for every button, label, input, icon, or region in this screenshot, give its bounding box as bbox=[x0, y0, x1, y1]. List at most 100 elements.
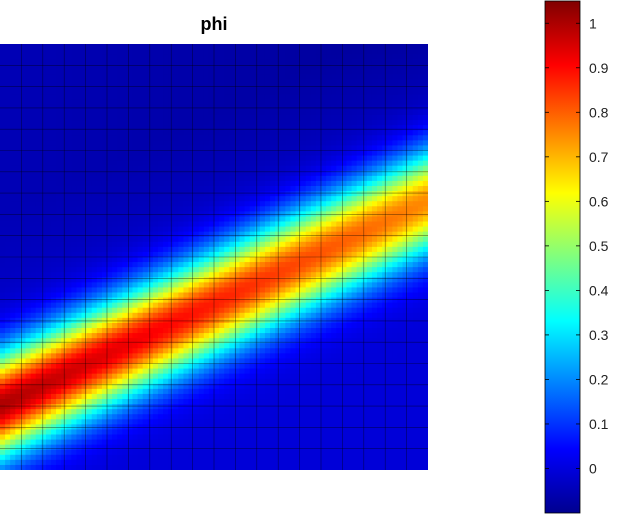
heatmap-cell bbox=[244, 135, 251, 141]
heatmap-cell bbox=[40, 44, 47, 50]
heatmap-cell bbox=[50, 165, 57, 172]
heatmap-cell bbox=[208, 226, 215, 233]
heatmap-cell bbox=[224, 84, 230, 91]
heatmap-cell bbox=[91, 383, 98, 390]
heatmap-cell bbox=[5, 84, 11, 91]
heatmap-cell bbox=[5, 115, 11, 121]
heatmap-cell bbox=[234, 363, 241, 370]
heatmap-cell bbox=[198, 312, 205, 319]
heatmap-cell bbox=[157, 186, 164, 192]
heatmap-cell bbox=[173, 368, 179, 375]
heatmap-cell bbox=[76, 226, 83, 233]
heatmap-cell bbox=[117, 231, 123, 238]
heatmap-cell bbox=[163, 439, 169, 446]
heatmap-cell bbox=[50, 130, 57, 136]
heatmap-cell bbox=[127, 84, 134, 91]
heatmap-cell bbox=[188, 89, 195, 96]
heatmap-cell bbox=[285, 246, 292, 253]
heatmap-cell bbox=[137, 155, 144, 162]
heatmap-cell bbox=[163, 130, 169, 136]
heatmap-cell bbox=[30, 383, 37, 390]
heatmap-cell bbox=[163, 257, 169, 263]
heatmap-cell bbox=[244, 64, 251, 70]
heatmap-cell bbox=[208, 140, 215, 147]
heatmap-cell bbox=[91, 373, 98, 380]
heatmap-cell bbox=[234, 84, 241, 91]
heatmap-cell bbox=[122, 180, 128, 187]
heatmap-cell bbox=[76, 262, 83, 268]
heatmap-cell bbox=[30, 302, 37, 309]
heatmap-cell bbox=[86, 165, 93, 172]
heatmap-cell bbox=[66, 74, 72, 81]
heatmap-cell bbox=[183, 191, 190, 197]
heatmap-cell bbox=[45, 246, 52, 253]
heatmap-cell bbox=[35, 54, 42, 60]
heatmap-cell bbox=[229, 312, 235, 319]
heatmap-cell bbox=[152, 120, 159, 126]
heatmap-cell bbox=[244, 322, 251, 329]
heatmap-cell bbox=[157, 89, 164, 96]
heatmap-cell bbox=[25, 191, 32, 197]
heatmap-cell bbox=[157, 322, 164, 329]
heatmap-cell bbox=[127, 267, 134, 273]
heatmap-cell bbox=[259, 226, 266, 233]
heatmap-cell bbox=[193, 277, 200, 283]
heatmap-cell bbox=[50, 307, 57, 314]
heatmap-cell bbox=[254, 140, 261, 147]
heatmap-cell bbox=[259, 246, 266, 253]
heatmap-cell bbox=[295, 69, 302, 76]
heatmap-cell bbox=[10, 236, 16, 243]
heatmap-cell bbox=[280, 196, 286, 202]
heatmap-cell bbox=[142, 287, 149, 294]
heatmap-cell bbox=[295, 135, 302, 141]
heatmap-cell bbox=[56, 393, 62, 400]
heatmap-cell bbox=[295, 419, 302, 425]
heatmap-cell bbox=[295, 378, 302, 385]
heatmap-cell bbox=[15, 120, 21, 126]
heatmap-cell bbox=[224, 79, 230, 86]
heatmap-cell bbox=[50, 322, 57, 329]
heatmap-cell bbox=[214, 120, 220, 126]
heatmap-cell bbox=[56, 267, 62, 273]
heatmap-cell bbox=[163, 409, 169, 415]
heatmap-cell bbox=[45, 257, 52, 263]
heatmap-cell bbox=[183, 74, 190, 81]
heatmap-cell bbox=[127, 165, 134, 172]
heatmap-cell bbox=[25, 434, 32, 441]
heatmap-cell bbox=[76, 120, 83, 126]
heatmap-cell bbox=[229, 109, 235, 116]
heatmap-cell bbox=[101, 409, 108, 415]
heatmap-cell bbox=[132, 353, 139, 360]
heatmap-cell bbox=[254, 414, 261, 420]
heatmap-cell bbox=[127, 368, 134, 375]
heatmap-cell bbox=[96, 322, 103, 329]
heatmap-cell bbox=[270, 373, 276, 380]
heatmap-cell bbox=[157, 358, 164, 365]
heatmap-cell bbox=[254, 180, 261, 187]
heatmap-cell bbox=[127, 89, 134, 96]
heatmap-cell bbox=[45, 338, 52, 344]
heatmap-cell bbox=[234, 277, 241, 283]
heatmap-cell bbox=[0, 125, 6, 131]
heatmap-cell bbox=[208, 287, 215, 294]
heatmap-cell bbox=[20, 414, 27, 420]
heatmap-cell bbox=[300, 186, 307, 192]
heatmap-cell bbox=[117, 79, 123, 86]
heatmap-cell bbox=[81, 89, 88, 96]
heatmap-cell bbox=[290, 257, 297, 263]
heatmap-cell bbox=[56, 175, 62, 182]
heatmap-cell bbox=[280, 201, 286, 207]
heatmap-cell bbox=[285, 44, 292, 50]
heatmap-cell bbox=[290, 160, 297, 167]
heatmap-cell bbox=[96, 84, 103, 91]
heatmap-cell bbox=[71, 322, 78, 329]
heatmap-cell bbox=[137, 135, 144, 141]
heatmap-cell bbox=[71, 140, 78, 147]
heatmap-cell bbox=[5, 231, 11, 238]
heatmap-cell bbox=[229, 388, 235, 395]
heatmap-cell bbox=[295, 115, 302, 121]
heatmap-cell bbox=[208, 383, 215, 390]
heatmap-cell bbox=[0, 414, 6, 420]
heatmap-cell bbox=[157, 74, 164, 81]
heatmap-cell bbox=[122, 165, 128, 172]
